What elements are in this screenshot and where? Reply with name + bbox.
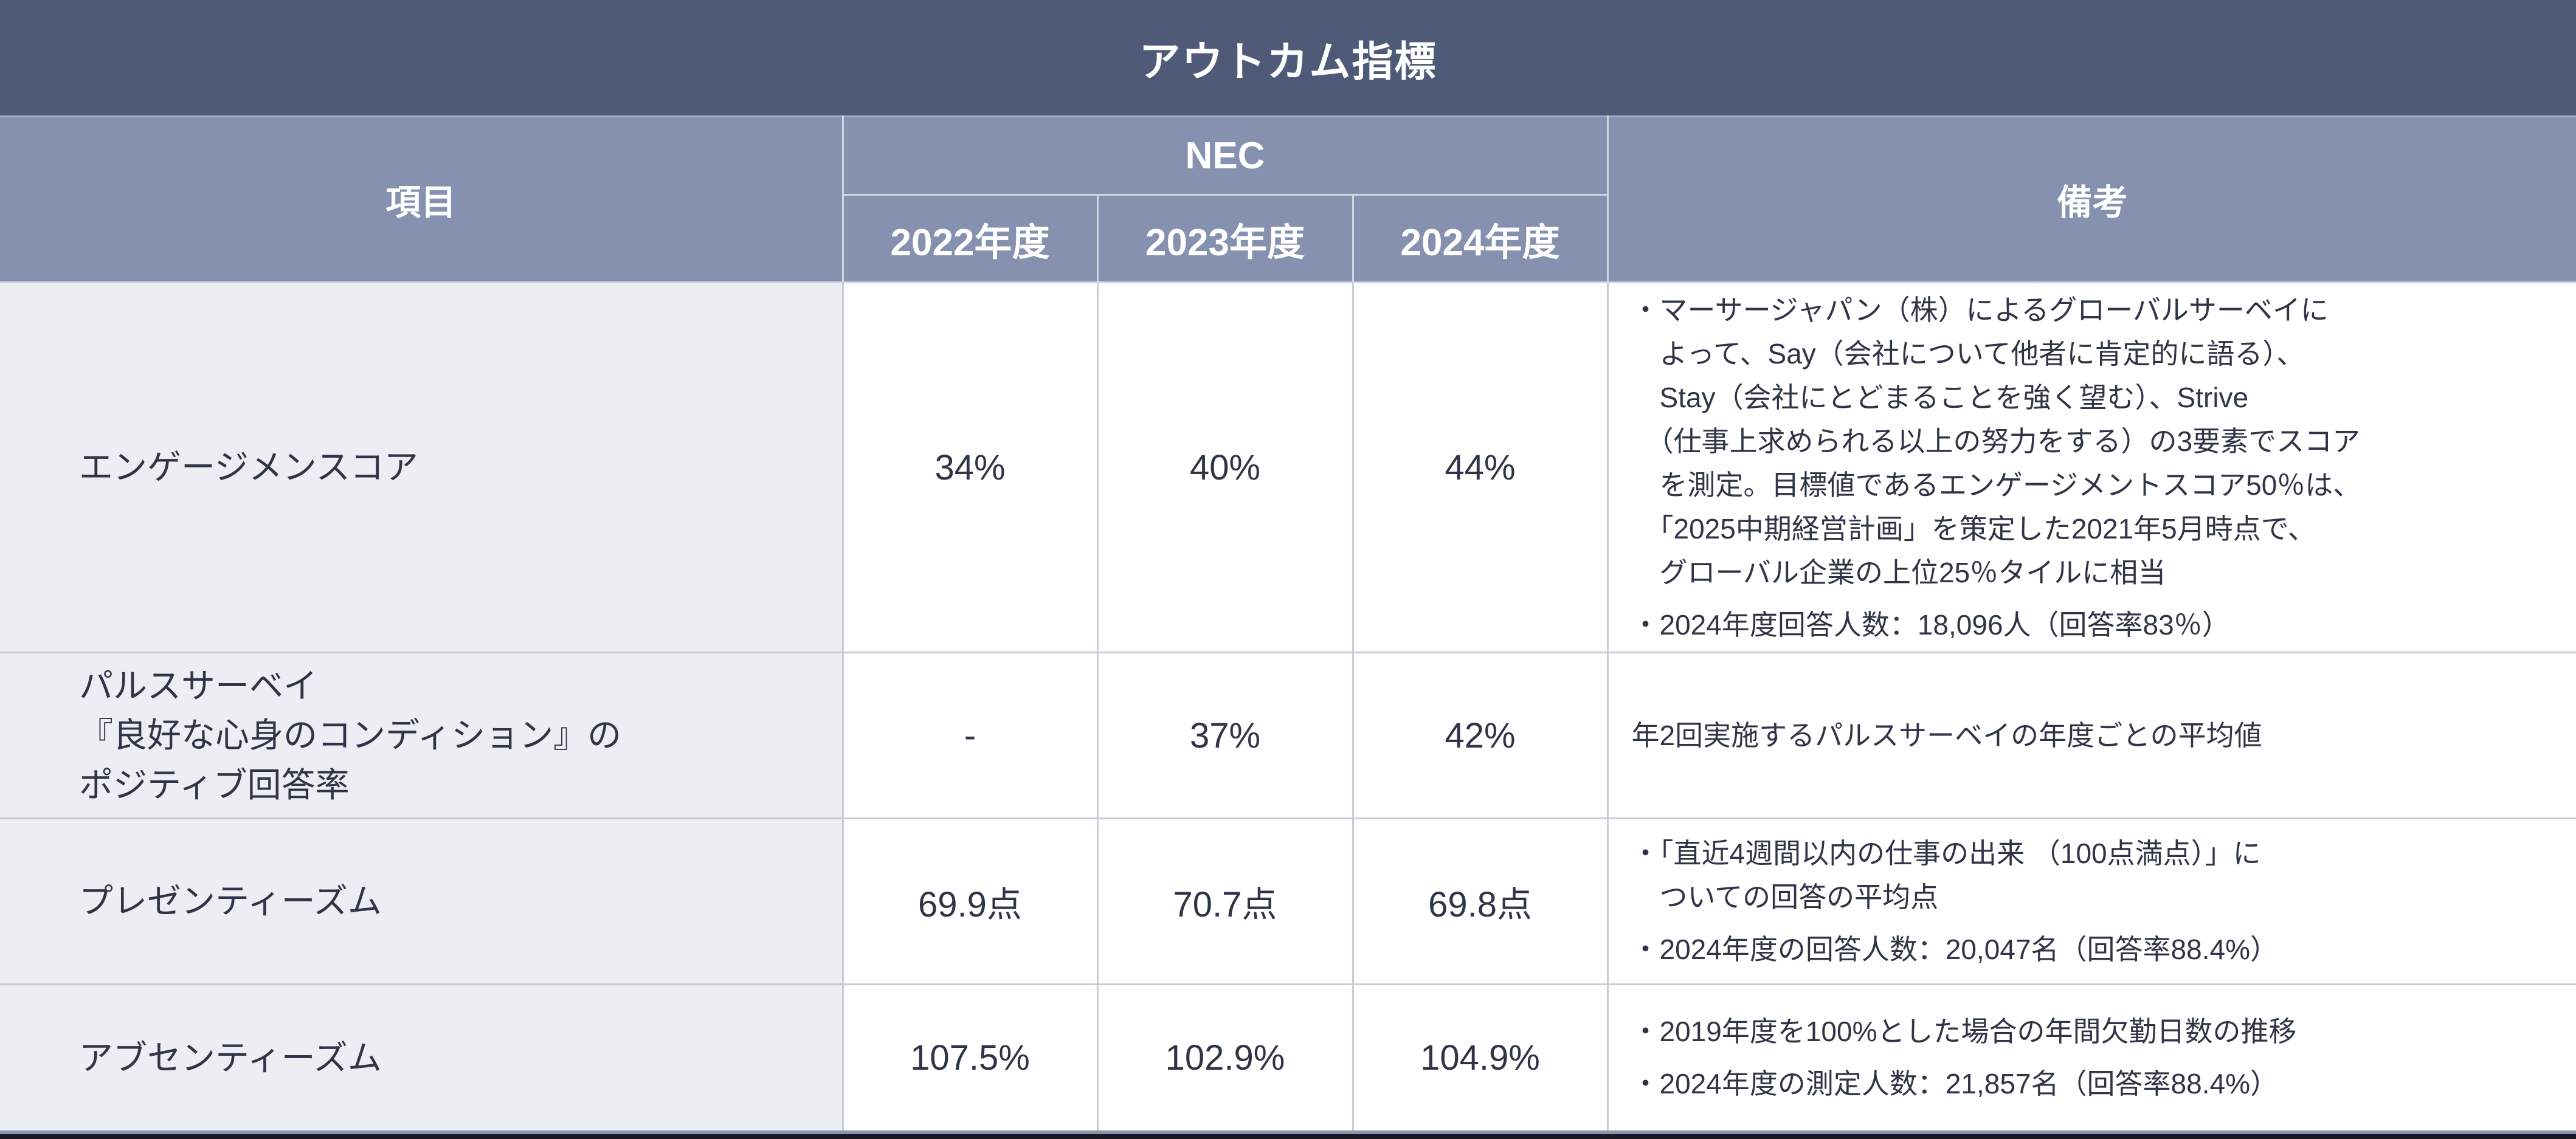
remarks-cell: ・2019年度を100%とした場合の年間欠勤日数の推移 ・2024年度の測定人数… [1606, 983, 2576, 1134]
table-row-pulse-survey: パルスサーベイ 『良好な心身のコンディション』の ポジティブ回答率 - 37% … [0, 652, 2576, 819]
value-cell-2023: 37% [1096, 652, 1354, 819]
remarks-cell: ・「直近4週間以内の仕事の出来 （100点満点）」に ついての回答の平均点 ・2… [1606, 817, 2576, 985]
column-header-group-nec: NEC [841, 115, 1609, 196]
value-cell-2024: 44% [1352, 281, 1609, 653]
value-cell-2022: 69.9点 [841, 817, 1099, 985]
table-row-absenteeism: アブセンティーズム 107.5% 102.9% 104.9% ・2019年度を1… [0, 983, 2576, 1134]
remark-paragraph: ・マーサージャパン（株）によるグローバルサーベイに よって、Say（会社について… [1631, 294, 2361, 588]
remark-paragraph: ・「直近4週間以内の仕事の出来 （100点満点）」に ついての回答の平均点 [1631, 838, 2261, 913]
column-header-year-2024: 2024年度 [1352, 194, 1608, 283]
value-cell-2022: 34% [841, 281, 1099, 653]
value-cell-2022: - [841, 652, 1099, 819]
table-row-presenteeism: プレゼンティーズム 69.9点 70.7点 69.8点 ・「直近4週間以内の仕事… [0, 817, 2576, 985]
item-cell: アブセンティーズム [0, 983, 844, 1134]
column-header-item: 項目 [0, 115, 844, 283]
indicators-table: 項目 NEC 備考 2022年度 2023年度 2024年度 エンゲージメンスコ… [0, 115, 2576, 1134]
item-cell: パルスサーベイ 『良好な心身のコンディション』の ポジティブ回答率 [0, 652, 844, 819]
remarks-cell: ・マーサージャパン（株）によるグローバルサーベイに よって、Say（会社について… [1606, 281, 2576, 653]
header-row-group: 項目 NEC 備考 [0, 115, 2576, 283]
column-header-year-2022: 2022年度 [843, 194, 1099, 283]
column-header-year-2023: 2023年度 [1096, 194, 1354, 283]
item-cell: プレゼンティーズム [0, 817, 844, 985]
item-cell: エンゲージメンスコア [0, 281, 844, 653]
remark-paragraph: ・2024年度の測定人数：21,857名（回答率88.4%） [1631, 1068, 2278, 1100]
remark-paragraph: 年2回実施するパルスサーベイの年度ごとの平均値 [1631, 720, 2262, 751]
value-cell-2024: 69.8点 [1352, 817, 1609, 985]
value-cell-2023: 102.9% [1096, 983, 1354, 1134]
bottom-border [0, 1134, 2576, 1139]
page-title: アウトカム指標 [0, 0, 2576, 115]
value-cell-2024: 104.9% [1352, 983, 1609, 1134]
remark-paragraph: ・2019年度を100%とした場合の年間欠勤日数の推移 [1631, 1016, 2297, 1048]
remark-paragraph: ・2024年度回答人数：18,096人（回答率83％） [1631, 609, 2230, 641]
value-cell-2023: 40% [1096, 281, 1354, 653]
header-row-years: 2022年度 2023年度 2024年度 [0, 194, 2576, 283]
column-header-remarks: 備考 [1606, 115, 2576, 283]
remark-paragraph: ・2024年度の回答人数：20,047名（回答率88.4%） [1631, 934, 2278, 965]
value-cell-2023: 70.7点 [1096, 817, 1354, 985]
value-cell-2022: 107.5% [841, 983, 1099, 1134]
table-row-engagement-score: エンゲージメンスコア 34% 40% 44% ・マーサージャパン（株）によるグロ… [0, 281, 2576, 653]
value-cell-2024: 42% [1352, 652, 1609, 819]
remarks-cell: 年2回実施するパルスサーベイの年度ごとの平均値 [1606, 652, 2576, 819]
